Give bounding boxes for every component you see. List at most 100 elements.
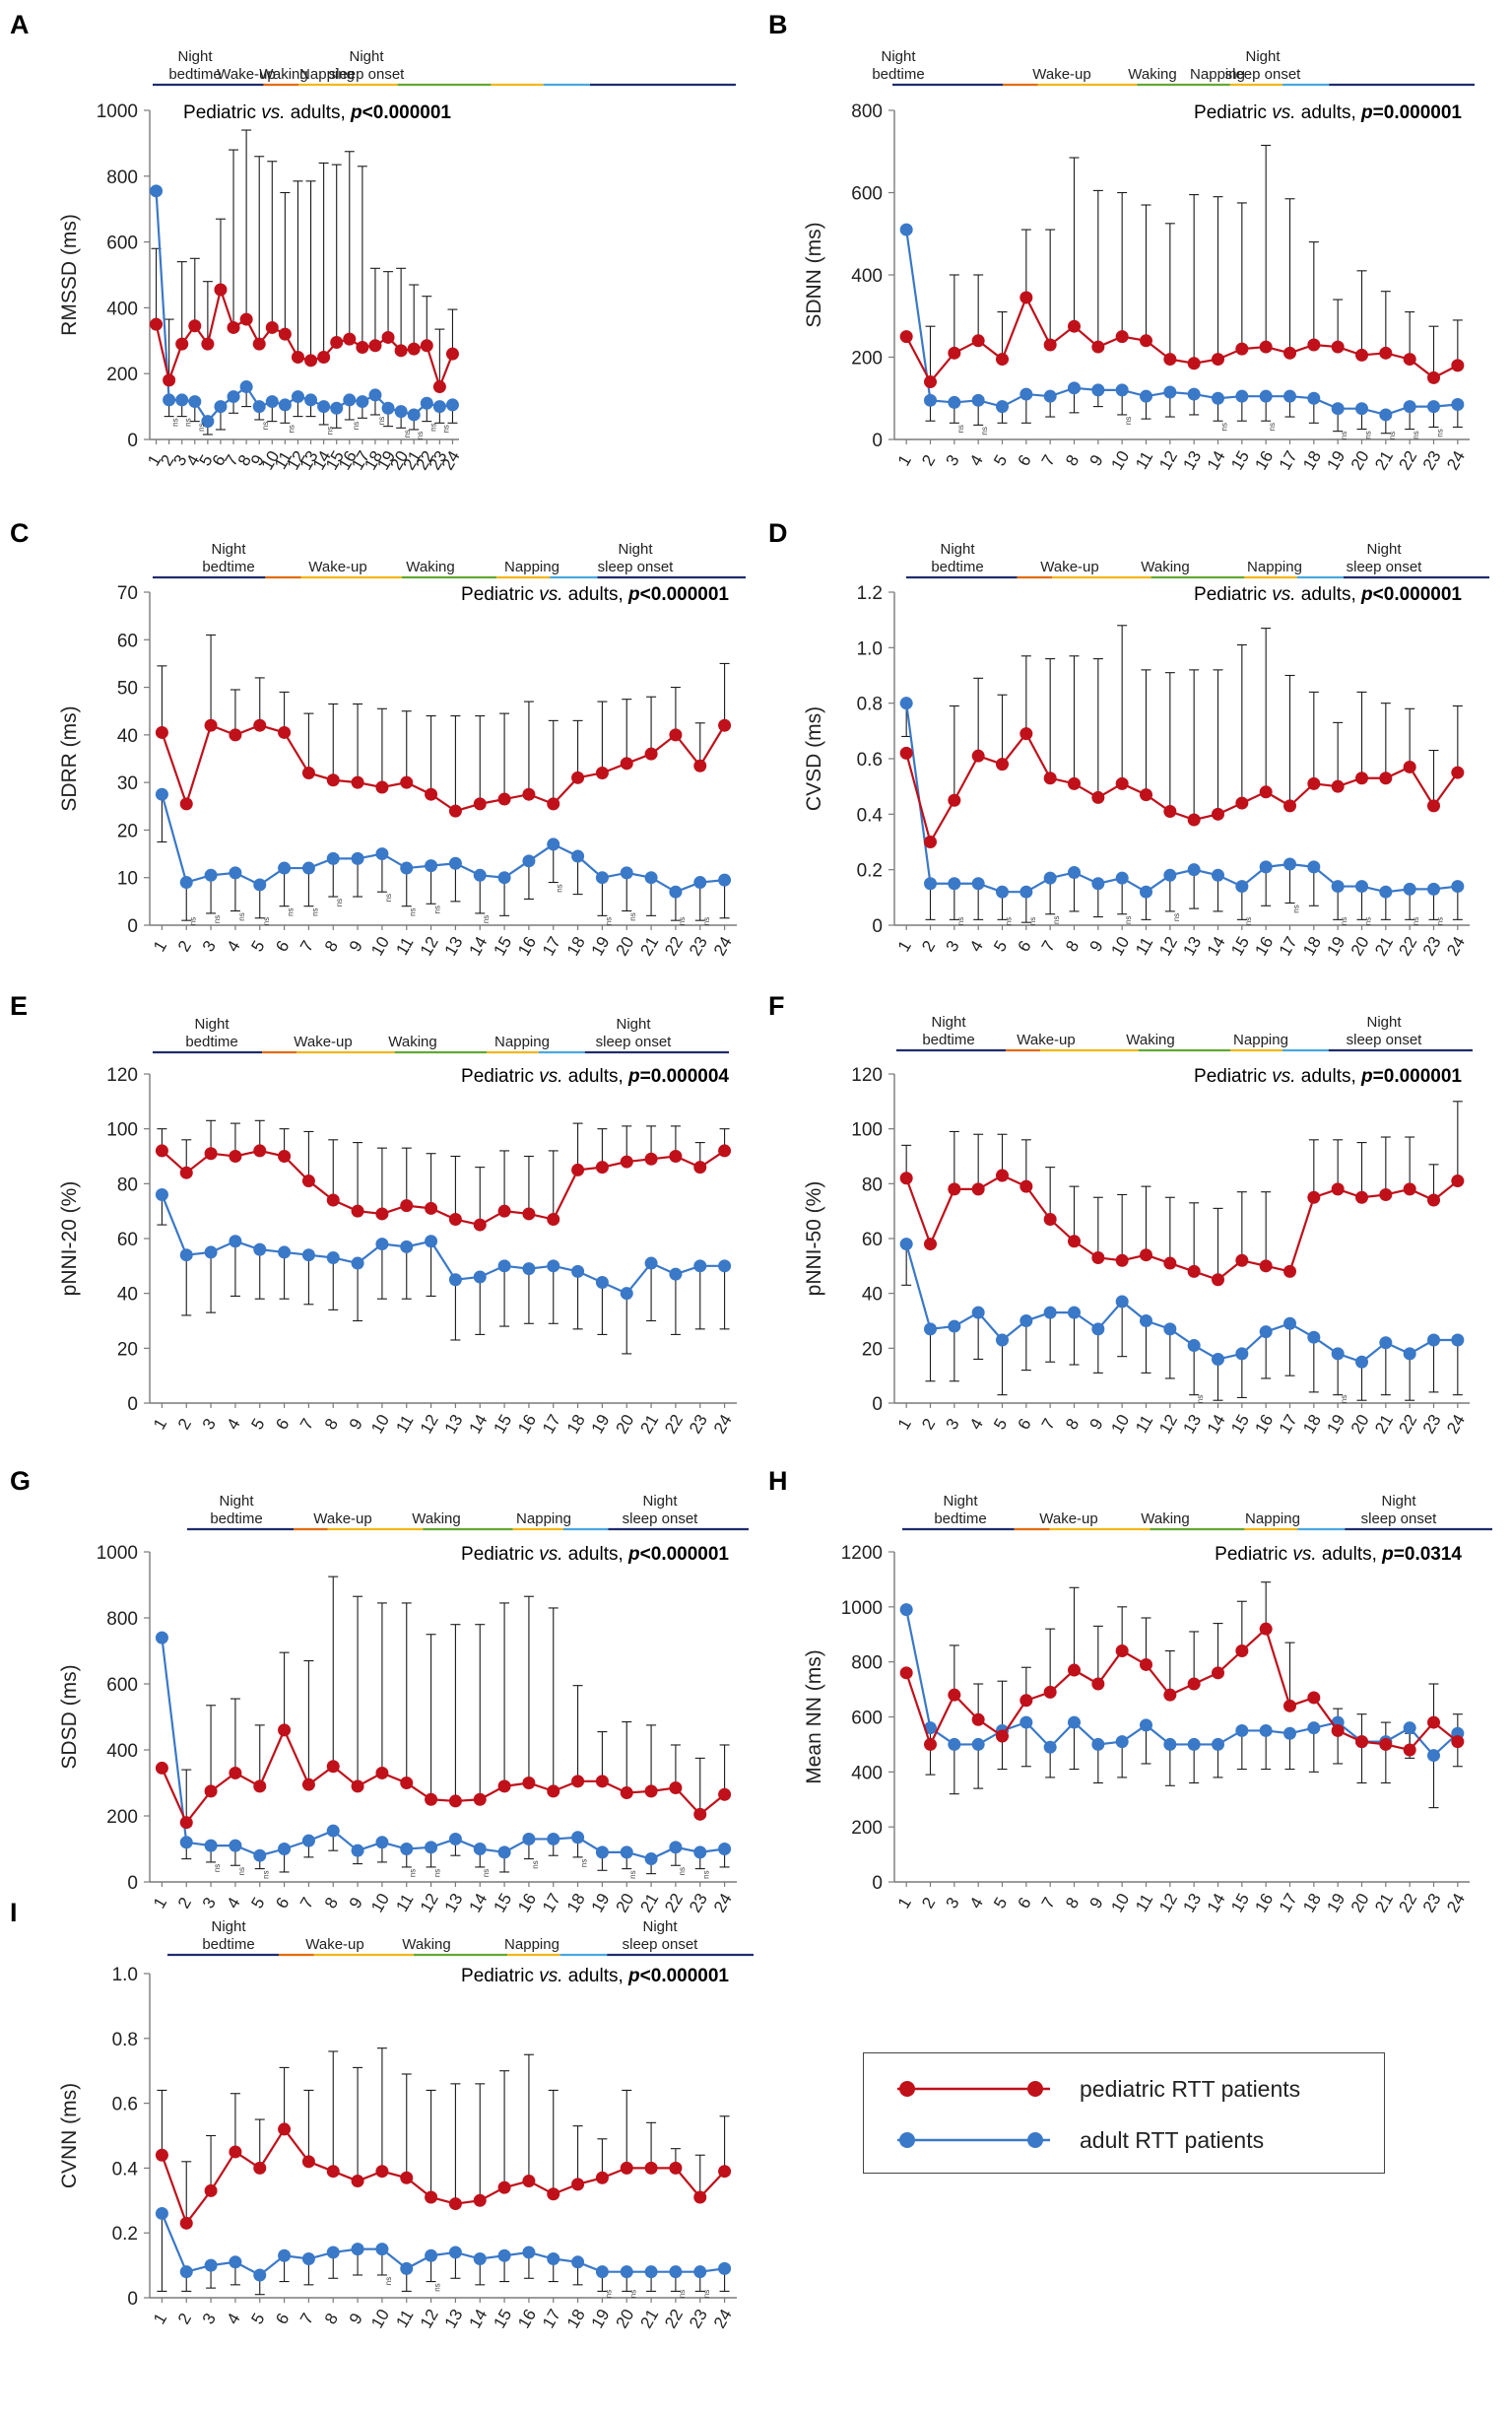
data-point-adult — [497, 1845, 511, 1859]
annotation-f: Pediatric vs. adults, p=0.000001 — [1194, 1066, 1462, 1087]
ns-mark: ns — [1364, 917, 1373, 925]
data-point-adult — [425, 1841, 438, 1854]
data-point-pediatric — [278, 725, 292, 739]
ns-mark: ns — [1436, 429, 1445, 436]
y-tick-label: 30 — [117, 773, 138, 794]
ns-mark: ns — [628, 912, 637, 920]
phase-label-night-sleep-onset-1: Night — [1245, 48, 1281, 65]
data-point-pediatric — [375, 780, 389, 794]
data-point-adult — [155, 1187, 168, 1201]
x-tick-label: 10 — [1107, 933, 1133, 959]
x-tick-label: 11 — [1132, 1891, 1156, 1915]
data-point-pediatric — [971, 749, 985, 763]
data-point-adult — [971, 877, 985, 891]
data-point-adult — [1140, 885, 1152, 899]
panel-letter-e: E — [10, 991, 28, 1021]
data-point-adult — [1307, 860, 1321, 874]
data-point-adult — [924, 1721, 937, 1735]
data-point-pediatric — [669, 1781, 683, 1795]
x-tick-label: 6 — [272, 1415, 293, 1433]
x-tick-label: 5 — [990, 1415, 1011, 1433]
data-point-adult — [1115, 383, 1129, 397]
data-point-adult — [1355, 880, 1368, 894]
data-point-pediatric — [1140, 1248, 1152, 1262]
x-tick-label: 18 — [563, 2306, 589, 2331]
data-point-adult — [547, 2252, 560, 2266]
data-point-adult — [899, 697, 913, 710]
data-point-pediatric — [1355, 771, 1368, 785]
data-point-pediatric — [1043, 771, 1057, 785]
x-tick-label: 24 — [1443, 933, 1469, 959]
x-tick-label: 7 — [1038, 1894, 1059, 1912]
y-tick-label: 0 — [872, 1873, 883, 1894]
x-tick-label: 12 — [417, 933, 442, 959]
x-tick-label: 14 — [1204, 1411, 1229, 1437]
ns-mark: ns — [1196, 1395, 1205, 1403]
y-tick-label: 10 — [117, 869, 138, 890]
ns-mark: ns — [1292, 905, 1301, 912]
data-point-adult — [400, 861, 414, 875]
y-tick-label: 100 — [851, 1120, 883, 1141]
ns-mark: ns — [403, 430, 412, 437]
data-point-pediatric — [1283, 346, 1296, 360]
x-tick-label: 14 — [466, 933, 492, 959]
data-point-adult — [644, 2265, 658, 2279]
data-point-pediatric — [899, 746, 913, 760]
data-point-adult — [1068, 1306, 1081, 1319]
x-tick-label: 20 — [1348, 1411, 1373, 1437]
annotation-value: =0.0314 — [1394, 1544, 1463, 1565]
data-point-adult — [996, 400, 1009, 414]
phase-label-waking: Waking — [406, 559, 454, 575]
data-point-pediatric — [1091, 1250, 1105, 1264]
x-tick-label: 19 — [588, 1890, 614, 1915]
data-point-pediatric — [425, 2190, 438, 2204]
data-point-pediatric — [1019, 1179, 1033, 1193]
ns-mark: ns — [261, 422, 270, 430]
x-tick-label: 22 — [1395, 1890, 1420, 1915]
x-tick-label: 15 — [1227, 447, 1253, 473]
x-tick-label: 15 — [1227, 1411, 1253, 1437]
data-point-adult — [1140, 1718, 1152, 1732]
y-tick-label: 120 — [851, 1065, 883, 1086]
data-point-pediatric — [1307, 776, 1321, 790]
ns-mark: ns — [433, 906, 442, 913]
data-point-adult — [179, 1836, 193, 1849]
series-line-pediatric — [905, 731, 1459, 845]
data-point-pediatric — [620, 757, 633, 771]
data-point-adult — [1187, 1737, 1201, 1751]
data-point-adult — [1451, 1333, 1465, 1347]
x-tick-label: 9 — [1085, 1415, 1106, 1433]
data-point-pediatric — [394, 344, 408, 358]
x-tick-label: 7 — [1038, 451, 1059, 469]
data-point-adult — [1163, 385, 1177, 399]
data-point-pediatric — [1283, 1264, 1296, 1278]
data-point-pediatric — [1451, 359, 1465, 372]
x-tick-label: 14 — [466, 1411, 492, 1437]
y-tick-label: 0.4 — [857, 805, 884, 826]
data-point-pediatric — [718, 1787, 732, 1801]
data-point-adult — [547, 838, 560, 851]
x-tick-label: 21 — [1371, 1411, 1397, 1437]
data-point-pediatric — [669, 2161, 683, 2175]
y-tick-label: 400 — [106, 1741, 138, 1762]
x-tick-label: 9 — [346, 1894, 366, 1912]
data-point-adult — [473, 868, 487, 882]
panel-letter-d: D — [768, 518, 788, 548]
ns-mark: ns — [428, 423, 437, 431]
data-point-pediatric — [1331, 340, 1345, 354]
x-tick-label: 5 — [990, 1894, 1011, 1912]
data-point-adult — [1187, 387, 1201, 401]
y-tick-label: 1.0 — [112, 1965, 138, 1985]
ns-mark: ns — [702, 2290, 711, 2298]
x-tick-label: 19 — [588, 933, 614, 959]
x-tick-label: 15 — [490, 1411, 515, 1437]
data-point-pediatric — [381, 330, 395, 344]
data-point-adult — [1212, 1737, 1224, 1751]
ns-mark: ns — [1005, 917, 1014, 925]
data-point-pediatric — [1043, 1213, 1057, 1227]
data-point-adult — [1307, 1721, 1321, 1735]
x-tick-label: 11 — [392, 1412, 417, 1437]
data-point-pediatric — [1307, 1190, 1321, 1204]
ns-mark: ns — [482, 915, 491, 923]
